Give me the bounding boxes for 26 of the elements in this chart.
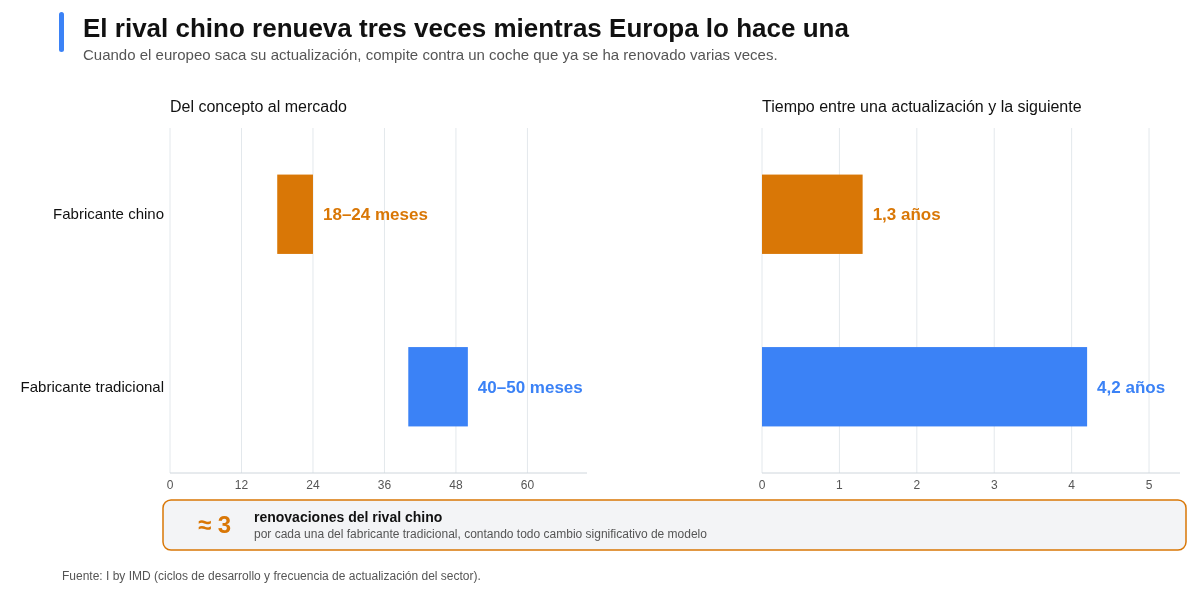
x-tick-label: 36	[377, 478, 392, 492]
x-tick-label: 0	[166, 478, 174, 492]
text: ≈ 3	[198, 511, 232, 538]
data-label: 4,2 años	[1097, 377, 1166, 397]
x-tick-label: 1	[836, 478, 844, 492]
x-tick-label: 60	[520, 478, 535, 492]
x-tick-label: 3	[990, 478, 998, 492]
data-label: 40–50 meses	[477, 377, 583, 397]
y-tick-label: Fabricante chino	[53, 205, 164, 223]
text: renovaciones del rival chino	[254, 509, 443, 525]
x-tick-label: 12	[234, 478, 249, 492]
x-tick-label: 0	[758, 478, 766, 492]
x-tick-label: 2	[913, 478, 921, 492]
text: por cada una del fabricante tradicional, contando todo cambio significativo de modelo	[254, 527, 708, 541]
chart-title: Tiempo entre una actualización y la siguiente	[762, 98, 1082, 115]
x-tick-label: 5	[1145, 478, 1153, 492]
text: Cuando el europeo saca su actualización, compite contra un coche que ya se ha renovado varias veces.	[83, 46, 778, 63]
y-tick-label: Fabricante tradicional	[20, 377, 164, 395]
text: El rival chino renueva tres veces mientras Europa lo hace una	[83, 13, 850, 43]
data-label: 18–24 meses	[322, 205, 428, 225]
x-tick-label: 48	[449, 478, 463, 492]
source-note: Fuente: I by IMD (ciclos de desarrollo y frecuencia de actualización del sector).	[62, 569, 481, 583]
chart-title: Del concepto al mercado	[170, 98, 348, 115]
x-tick-label: 4	[1068, 478, 1076, 492]
x-tick-label: 24	[306, 478, 320, 492]
data-label: 1,3 años	[872, 205, 941, 225]
